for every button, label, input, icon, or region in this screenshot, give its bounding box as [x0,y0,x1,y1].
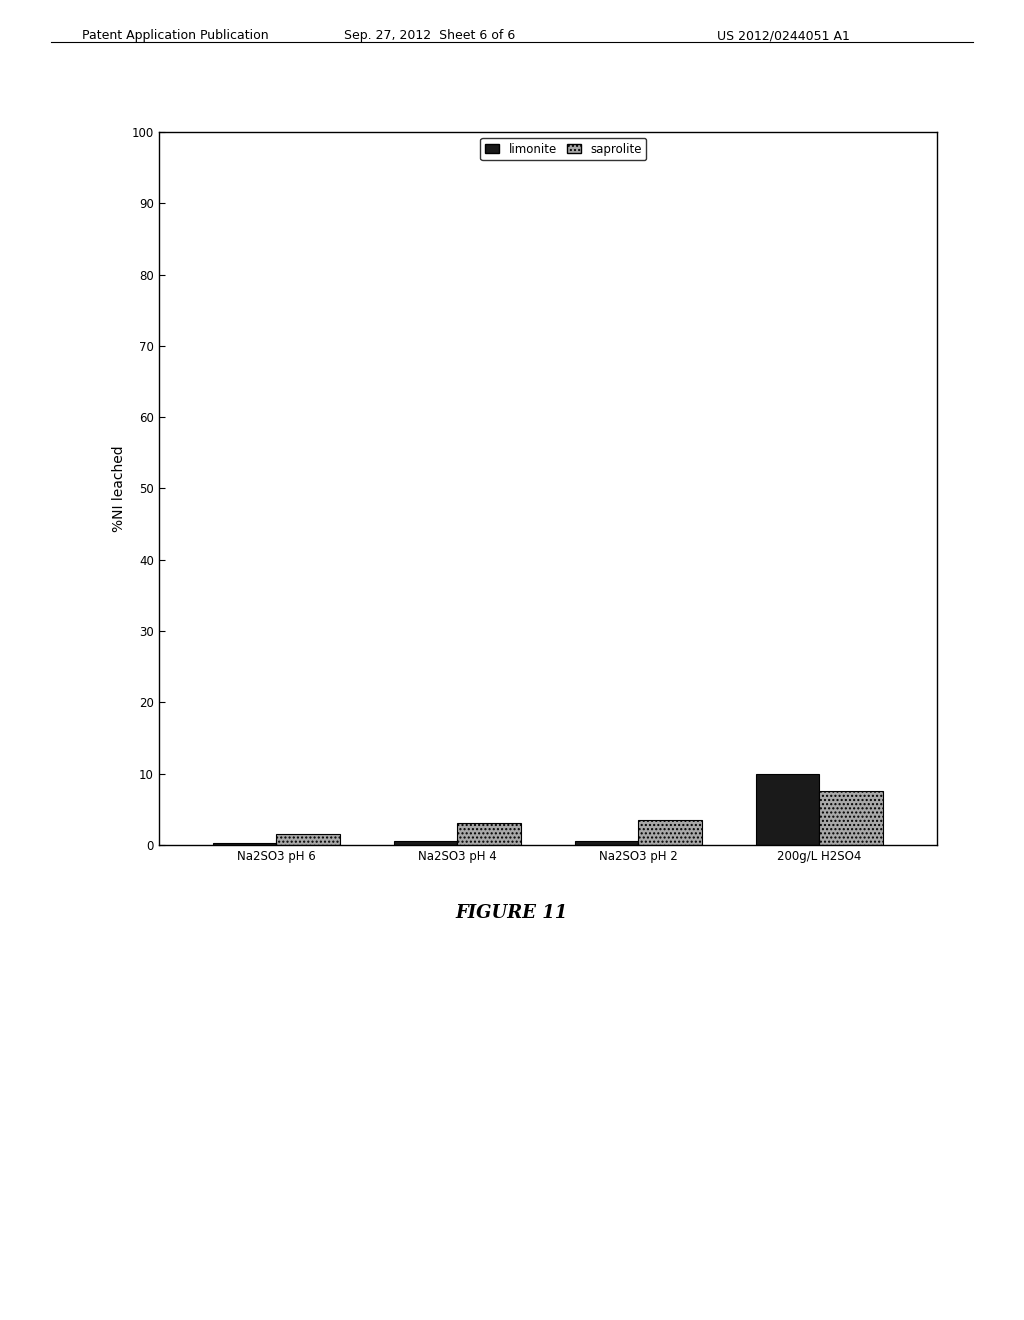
Bar [394,841,458,845]
Y-axis label: %NI leached: %NI leached [112,445,126,532]
Bar [276,834,340,845]
Bar [638,820,701,845]
Text: FIGURE 11: FIGURE 11 [456,904,568,923]
Bar [819,792,883,845]
Bar [575,841,638,845]
Text: Sep. 27, 2012  Sheet 6 of 6: Sep. 27, 2012 Sheet 6 of 6 [344,29,516,42]
Bar [213,843,276,845]
Bar [756,774,819,845]
Text: US 2012/0244051 A1: US 2012/0244051 A1 [717,29,850,42]
Text: Patent Application Publication: Patent Application Publication [82,29,268,42]
Bar [458,824,520,845]
Legend: limonite, saprolite: limonite, saprolite [480,137,646,160]
